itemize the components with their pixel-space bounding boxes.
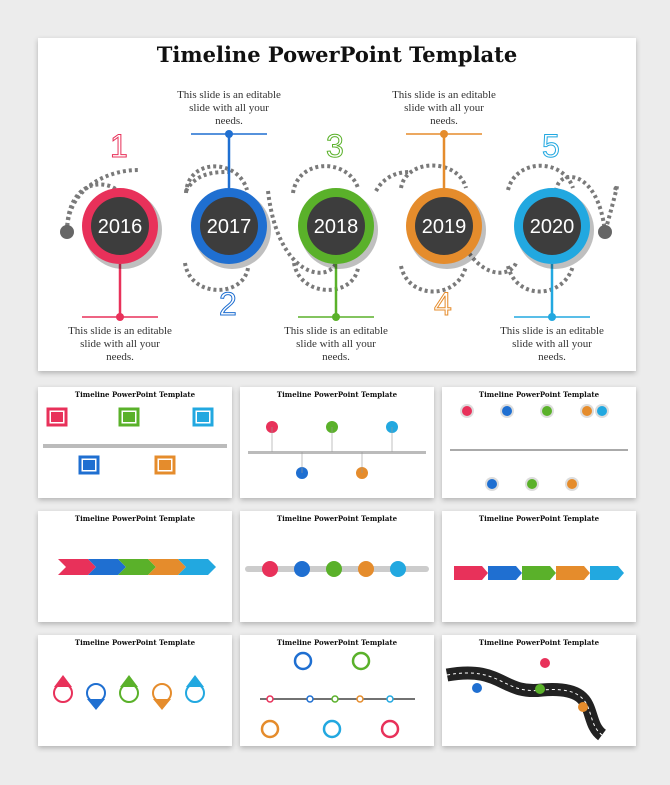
year-disc bbox=[415, 197, 473, 255]
slide-thumbnail-1[interactable]: Timeline PowerPoint Template bbox=[38, 387, 232, 498]
year-disc bbox=[523, 197, 581, 255]
slide-thumbnail-3[interactable]: Timeline PowerPoint Template bbox=[442, 387, 636, 498]
slide-thumbnail-9[interactable]: Timeline PowerPoint Template bbox=[442, 635, 636, 746]
step-number: 4 bbox=[434, 286, 453, 323]
thumbnail-title: Timeline PowerPoint Template bbox=[276, 390, 398, 399]
main-slide-preview[interactable]: Timeline PowerPoint Template 2016 2017 201… bbox=[38, 38, 636, 371]
step-number: 2 bbox=[219, 286, 238, 323]
slide-thumbnail-7[interactable]: Timeline PowerPoint Template bbox=[38, 635, 232, 746]
year-label: 2020 bbox=[530, 216, 575, 238]
thumbnail-title: Timeline PowerPoint Template bbox=[478, 638, 600, 647]
connector-dot bbox=[225, 130, 233, 138]
slide-thumbnail-2[interactable]: Timeline PowerPoint Template bbox=[240, 387, 434, 498]
timeline-node-2017: 2017 bbox=[191, 130, 271, 269]
thumbnail-graphic bbox=[53, 675, 205, 710]
thumbnail-graphic bbox=[43, 407, 227, 475]
slide-thumbnail-6[interactable]: Timeline PowerPoint Template bbox=[442, 511, 636, 622]
step-description: This slide is an editable slide with all… bbox=[177, 89, 281, 127]
thumbnail-graphic bbox=[58, 559, 216, 575]
thumbnail-title: Timeline PowerPoint Template bbox=[478, 514, 600, 523]
timeline-graphic bbox=[60, 163, 620, 294]
thumbnail-title: Timeline PowerPoint Template bbox=[74, 514, 196, 523]
step-description: This slide is an editable slide with all… bbox=[68, 325, 172, 363]
year-label: 2019 bbox=[422, 216, 467, 238]
year-disc bbox=[307, 197, 365, 255]
thumbnail-graphic bbox=[454, 566, 624, 580]
slide-thumbnail-4[interactable]: Timeline PowerPoint Template bbox=[38, 511, 232, 622]
thumbnail-graphic bbox=[450, 404, 628, 491]
slide-thumbnail-5[interactable]: Timeline PowerPoint Template bbox=[240, 511, 434, 622]
timeline-node-2016: 2016 bbox=[82, 188, 162, 321]
thumbnail-title: Timeline PowerPoint Template bbox=[478, 390, 600, 399]
step-number: 3 bbox=[326, 128, 345, 165]
year-label: 2016 bbox=[98, 216, 143, 238]
thumbnail-graphic bbox=[445, 658, 607, 741]
step-description: This slide is an editable slide with all… bbox=[500, 325, 604, 363]
timeline-items: 2016 2017 2018 2019 2020 bbox=[82, 130, 594, 321]
connector-dot bbox=[332, 313, 340, 321]
year-label: 2018 bbox=[314, 216, 359, 238]
step-description: This slide is an editable slide with all… bbox=[392, 89, 496, 127]
connector-dot bbox=[116, 313, 124, 321]
end-dot bbox=[598, 225, 612, 239]
slide-thumbnail-8[interactable]: Timeline PowerPoint Template bbox=[240, 635, 434, 746]
thumbnail-title: Timeline PowerPoint Template bbox=[276, 514, 398, 523]
thumbnail-title: Timeline PowerPoint Template bbox=[74, 390, 196, 399]
step-number: 5 bbox=[542, 128, 561, 165]
thumbnail-title: Timeline PowerPoint Template bbox=[276, 638, 398, 647]
thumbnail-title: Timeline PowerPoint Template bbox=[74, 638, 196, 647]
year-label: 2017 bbox=[207, 216, 252, 238]
thumbnail-graphic bbox=[260, 651, 415, 739]
year-disc bbox=[200, 197, 258, 255]
slide-title: Timeline PowerPoint Template bbox=[156, 42, 518, 67]
timeline-node-2020: 2020 bbox=[514, 188, 594, 321]
year-disc bbox=[91, 197, 149, 255]
thumbnail-graphic bbox=[245, 561, 429, 577]
thumbnail-graphic bbox=[248, 421, 426, 479]
dotted-path-loops bbox=[65, 163, 620, 294]
timeline-node-2018: 2018 bbox=[298, 188, 378, 321]
step-description: This slide is an editable slide with all… bbox=[284, 325, 388, 363]
step-number: 1 bbox=[110, 128, 129, 165]
start-dot bbox=[60, 225, 74, 239]
timeline-node-2019: 2019 bbox=[406, 130, 486, 269]
connector-dot bbox=[440, 130, 448, 138]
connector-dot bbox=[548, 313, 556, 321]
